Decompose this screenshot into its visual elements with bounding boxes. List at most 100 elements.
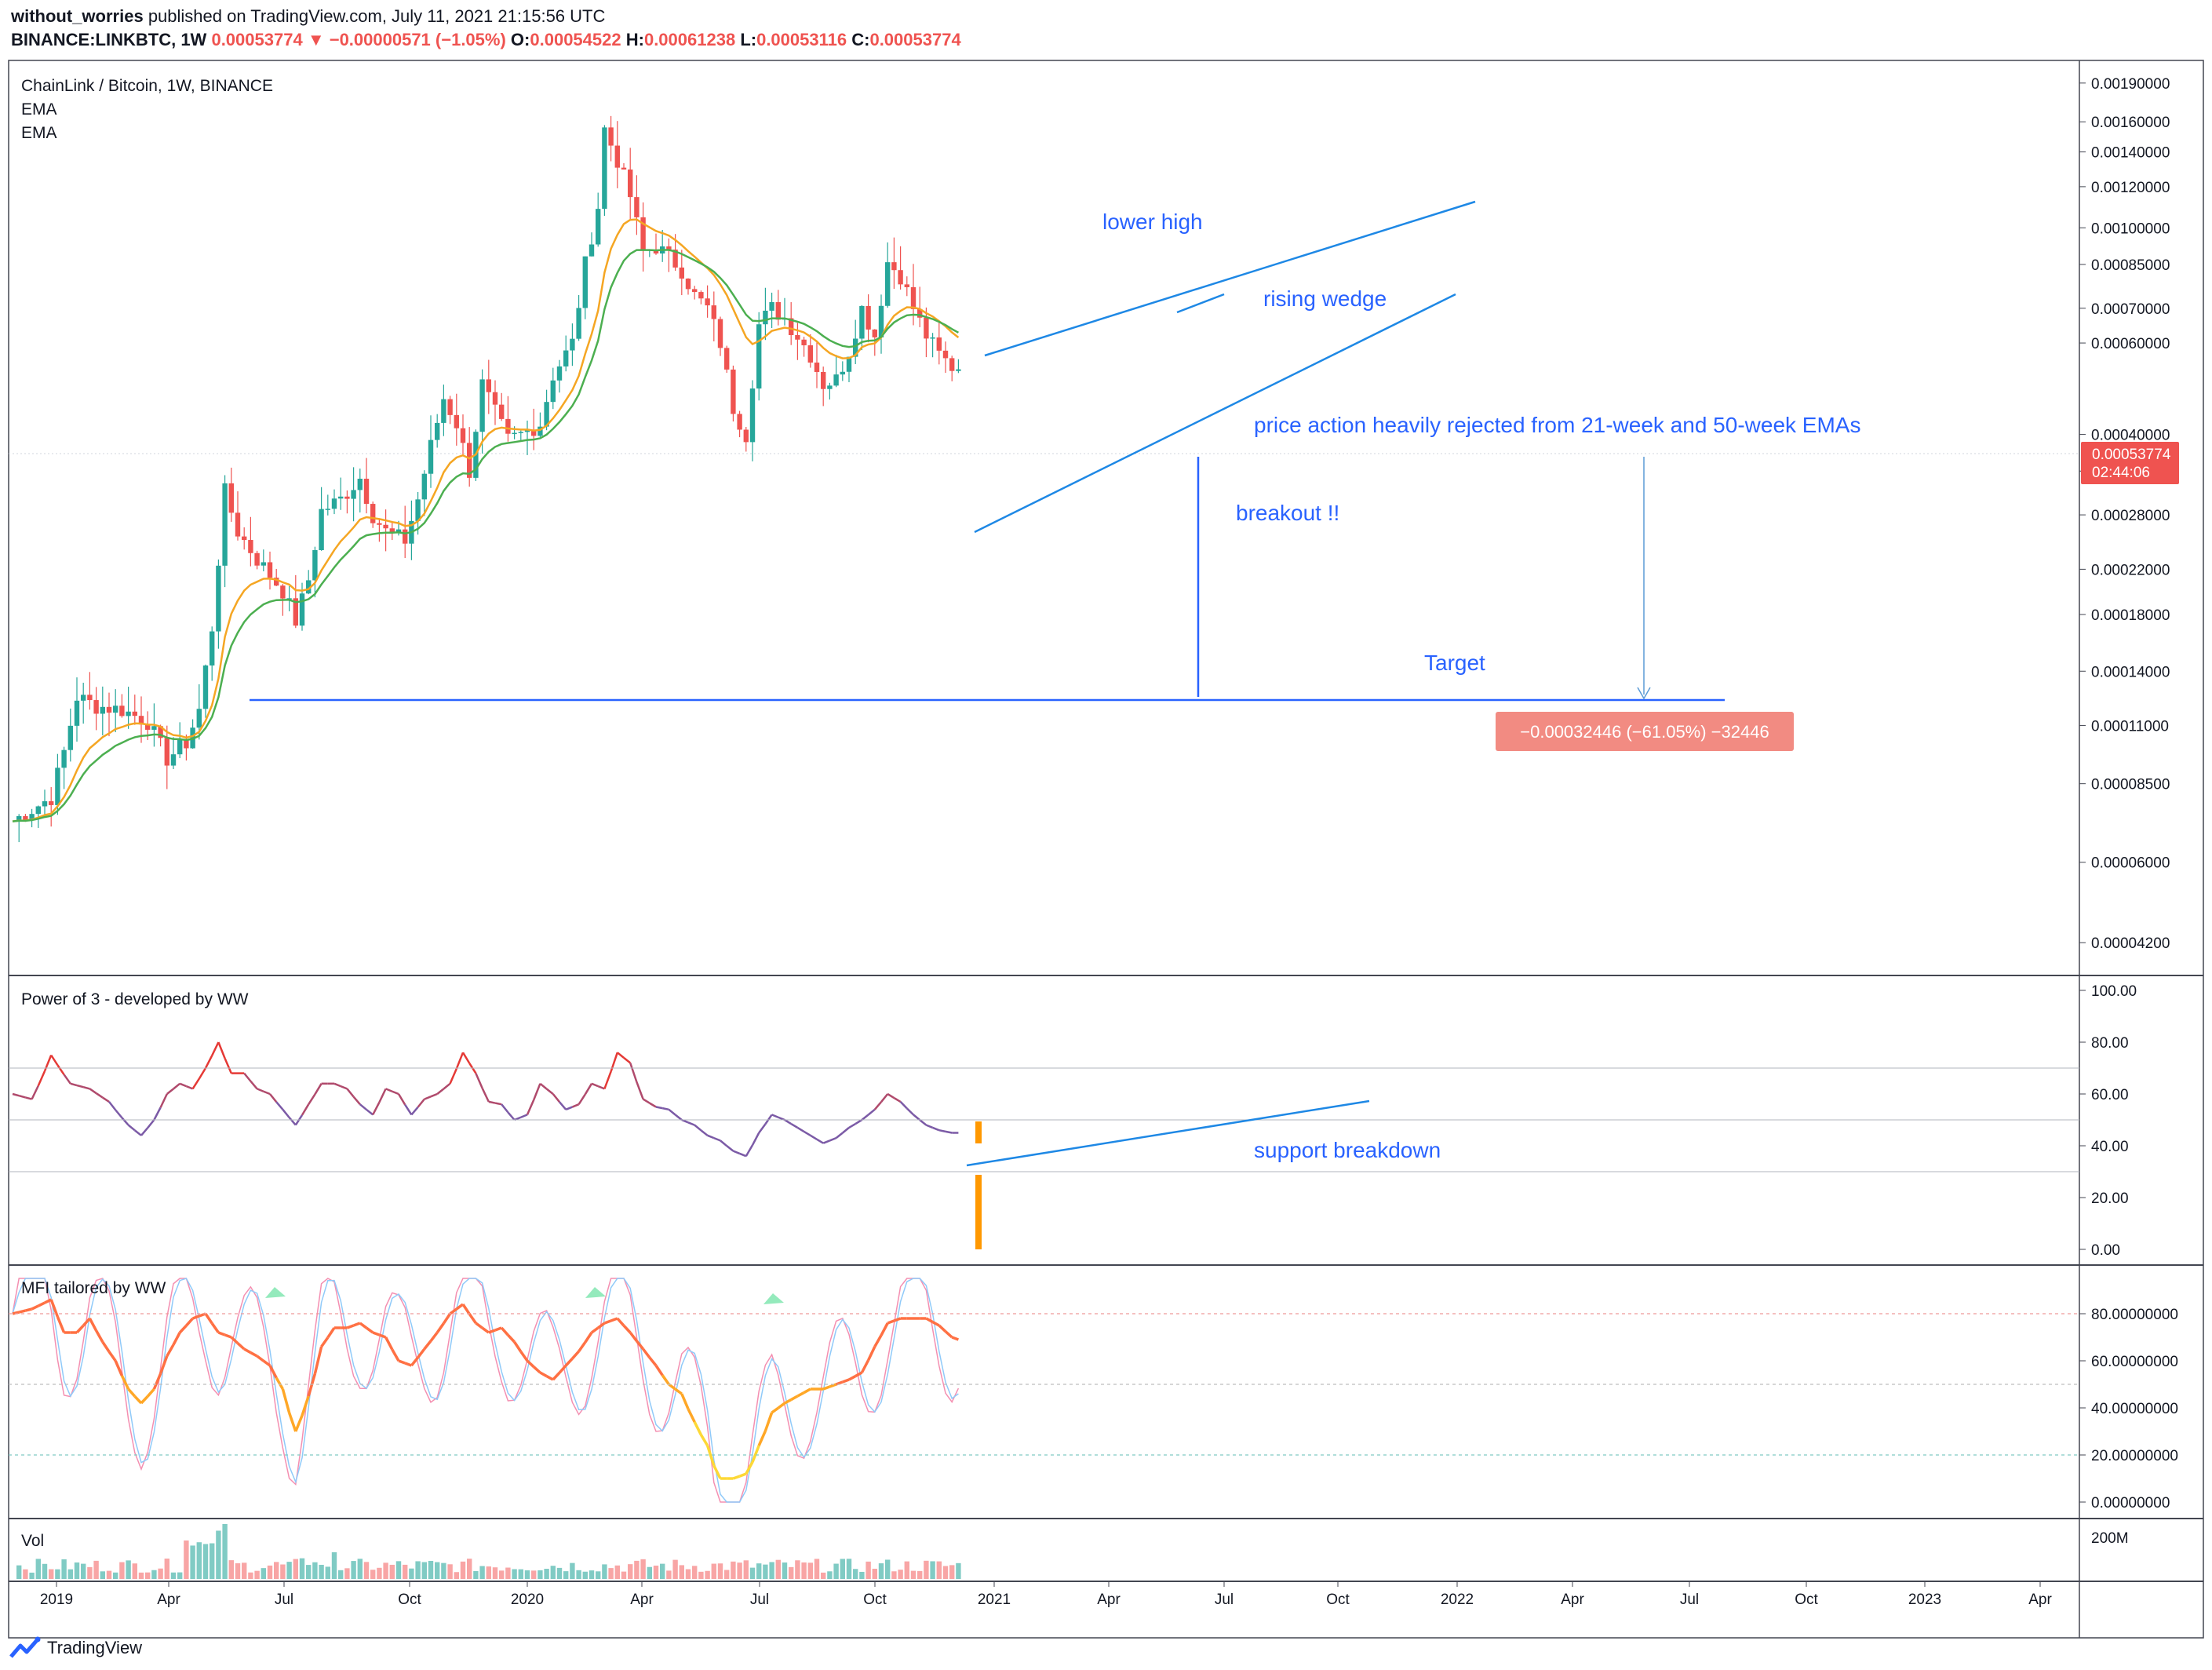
mfi-segment — [372, 1331, 381, 1336]
wedge-extension[interactable] — [1176, 293, 1225, 314]
volume-bar — [685, 1569, 691, 1579]
wedge-lower-line[interactable] — [974, 293, 1456, 534]
annotation-support-breakdown[interactable]: support breakdown — [1254, 1138, 1441, 1162]
po3-pane-title[interactable]: Power of 3 - developed by WW — [21, 990, 249, 1008]
candle-body — [821, 371, 826, 389]
candle-body — [640, 217, 646, 250]
po3-segment — [288, 1117, 297, 1126]
wedge-upper-line[interactable] — [984, 200, 1476, 357]
annotation-lower-high[interactable]: lower high — [1102, 210, 1203, 234]
volume-bar — [383, 1562, 388, 1579]
volume-bar — [885, 1559, 891, 1579]
po3-support-line[interactable] — [966, 1099, 1370, 1167]
volume-bar — [666, 1570, 672, 1579]
candle-body — [576, 308, 581, 339]
po3-segment — [803, 1130, 811, 1136]
mfi-segment — [790, 1395, 799, 1402]
mfi-segment — [597, 1322, 606, 1329]
mfi-segment — [822, 1385, 830, 1391]
last-price: 0.00053774 — [211, 30, 303, 49]
volume-bar — [170, 1572, 177, 1579]
po3-segment — [919, 1119, 927, 1126]
vol-pane-title[interactable]: Vol — [21, 1532, 44, 1550]
candle-body — [312, 550, 318, 581]
mfi-segment — [763, 1412, 774, 1431]
po3-segment — [115, 1109, 123, 1119]
price-axis-label: 0.00085000 — [2091, 257, 2170, 274]
po3-segment — [140, 1127, 149, 1136]
annotation-target[interactable]: Target — [1424, 651, 1485, 675]
po3-segment — [751, 1132, 760, 1146]
candle-body — [865, 305, 871, 330]
annotation-breakout[interactable]: breakout !! — [1236, 501, 1339, 525]
po3-segment — [945, 1130, 953, 1134]
mfi-pane-title[interactable]: MFI tailored by WW — [21, 1279, 166, 1297]
volume-bar — [538, 1570, 543, 1579]
candle-body — [113, 706, 118, 713]
volume-bar — [363, 1562, 370, 1579]
mfi-segment — [680, 1393, 690, 1410]
candle-body — [621, 167, 627, 170]
volume-bar — [512, 1569, 517, 1579]
volume-bar — [81, 1563, 86, 1579]
po3-segment — [713, 1136, 721, 1142]
volume-bar — [872, 1568, 877, 1579]
po3-segment — [37, 1070, 46, 1086]
ema-legend-2[interactable]: EMA — [21, 124, 57, 142]
mfi-segment — [545, 1375, 554, 1381]
symbol-label[interactable]: BINANCE:LINKBTC, 1W — [11, 30, 207, 49]
annotation-rising-wedge[interactable]: rising wedge — [1263, 286, 1387, 311]
mfi-segment — [803, 1387, 811, 1395]
mfi-segment — [867, 1346, 876, 1362]
mfi-segment — [693, 1421, 702, 1436]
candle-body — [763, 310, 768, 325]
volume-bar — [801, 1562, 807, 1579]
measure-label-box[interactable] — [1496, 712, 1794, 751]
open-value: 0.00054522 — [530, 30, 621, 49]
candle-body — [628, 170, 633, 198]
drawings[interactable] — [250, 200, 1725, 1167]
po3-signal-bar — [975, 1175, 982, 1249]
mfi-segment — [494, 1326, 502, 1332]
mfi-segment — [860, 1359, 870, 1373]
mfi-segment — [610, 1317, 618, 1322]
chart-frame — [8, 60, 2204, 1639]
time-axis-label: 2022 — [1441, 1592, 1474, 1608]
ema-legend-1[interactable]: EMA — [21, 100, 57, 119]
mfi-segment — [507, 1333, 516, 1344]
po3-segment — [861, 1114, 869, 1121]
po3-segment — [352, 1096, 361, 1106]
author-name[interactable]: without_worries — [11, 6, 144, 26]
volume-bar — [331, 1551, 337, 1579]
candle-body — [872, 329, 877, 337]
volume-bar — [782, 1562, 788, 1579]
mfi-segment — [616, 1317, 625, 1327]
mfi-segment — [668, 1383, 676, 1391]
volume-bar — [775, 1559, 781, 1579]
mfi-segment — [204, 1313, 213, 1325]
mfi-segment — [75, 1324, 85, 1334]
volume-bar — [853, 1569, 858, 1579]
mfi-axis-label: 20.00000000 — [2091, 1448, 2178, 1464]
po3-segment — [649, 1102, 657, 1108]
candle-body — [357, 479, 363, 490]
mfi-segment — [230, 1336, 239, 1344]
po3-segment — [739, 1152, 747, 1158]
tradingview-logo[interactable]: TradingView — [8, 1632, 142, 1664]
tradingview-brand: TradingView — [47, 1638, 143, 1657]
volume-bar — [126, 1560, 131, 1579]
candle-body — [930, 337, 935, 339]
down-arrow-icon: ▼ — [307, 30, 325, 49]
po3-segment — [397, 1093, 406, 1106]
mfi-segment — [564, 1358, 574, 1367]
volume-bar — [865, 1561, 871, 1579]
mfi-segment — [95, 1329, 104, 1343]
mfi-segment — [661, 1374, 670, 1386]
annotation-rejection[interactable]: price action heavily rejected from 21-we… — [1254, 413, 1860, 437]
tradingview-cloud-icon — [9, 1636, 41, 1658]
mfi-segment — [152, 1373, 162, 1390]
po3-segment — [938, 1129, 946, 1133]
volume-bar — [377, 1567, 382, 1579]
candle-body — [460, 428, 466, 443]
